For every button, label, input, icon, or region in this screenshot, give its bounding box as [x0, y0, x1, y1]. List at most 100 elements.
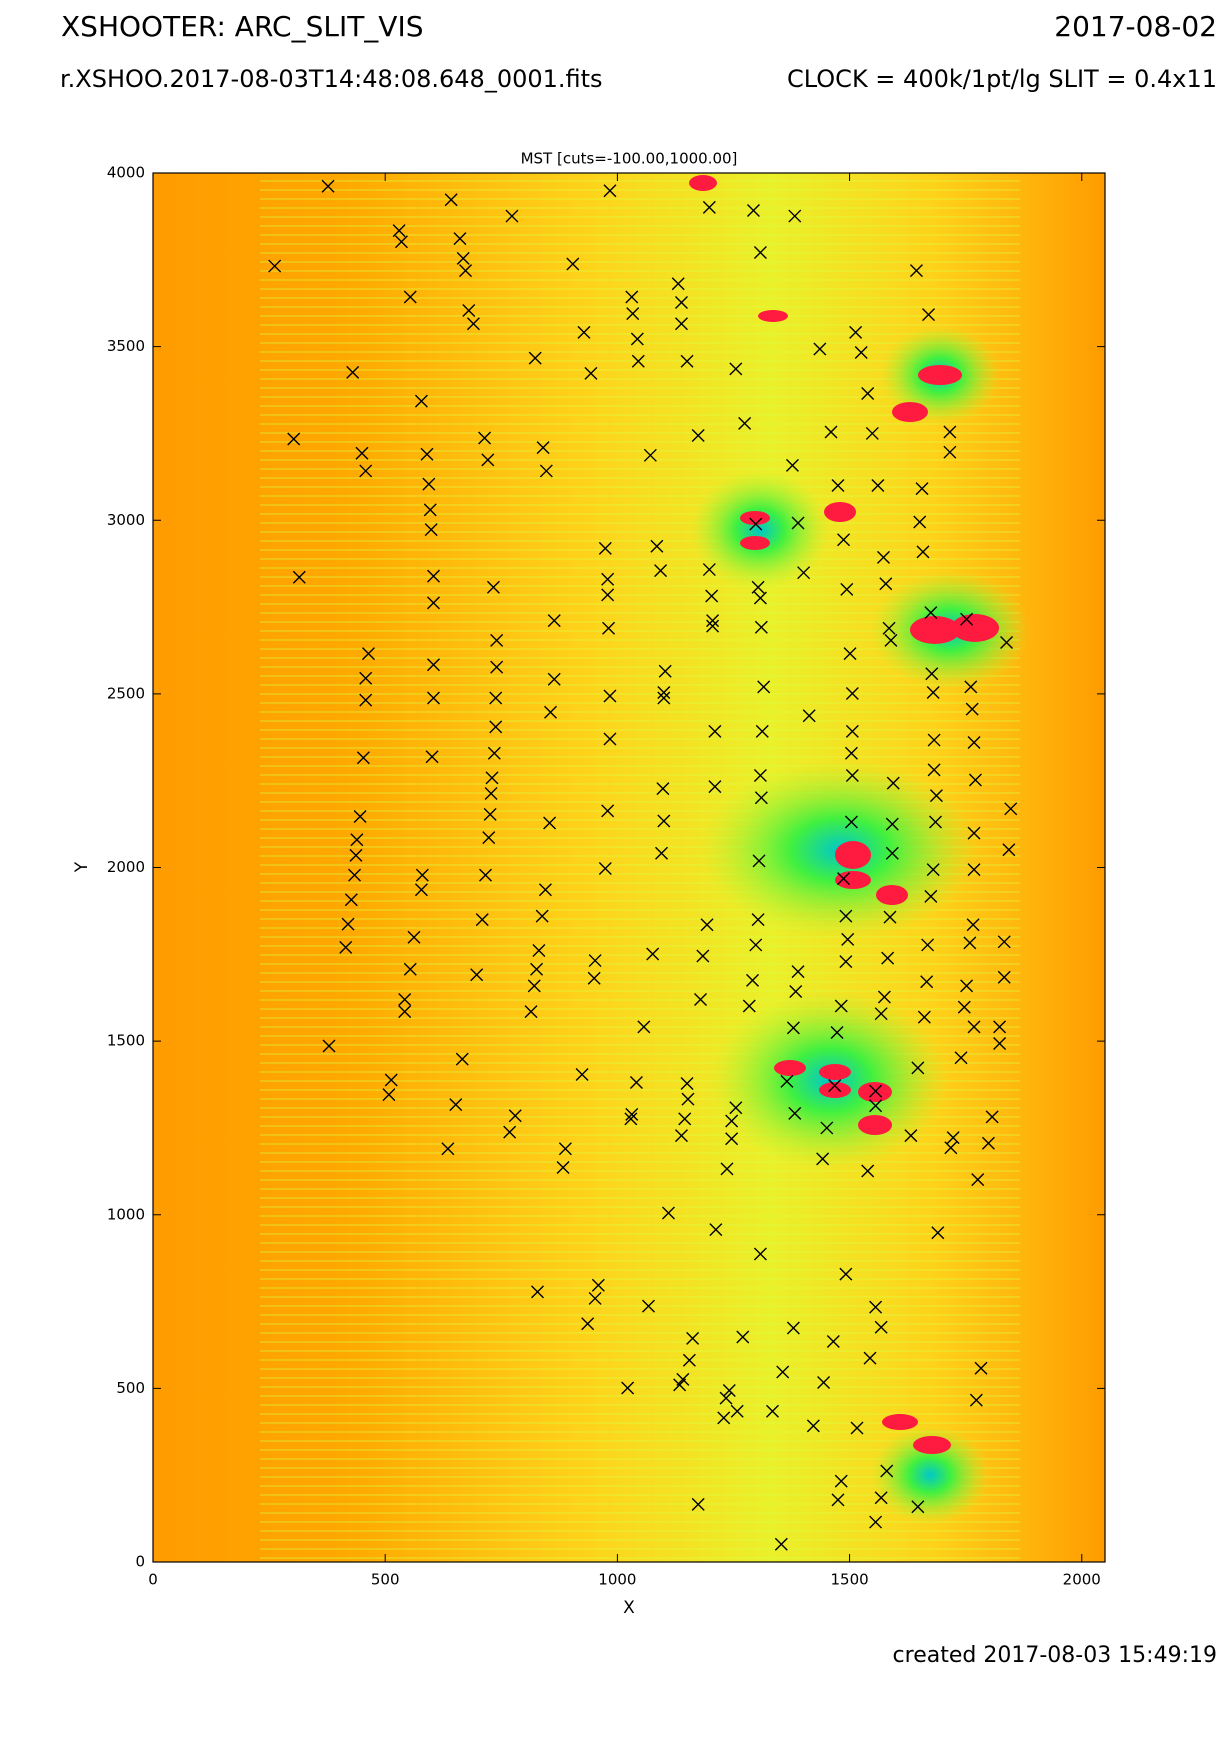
marker [625, 290, 639, 304]
marker [527, 979, 541, 993]
marker [532, 943, 546, 957]
marker [877, 990, 891, 1004]
marker [706, 619, 720, 633]
saturated-line [858, 1115, 892, 1135]
marker [484, 787, 498, 801]
marker [646, 947, 660, 961]
marker [624, 1112, 638, 1126]
marker [722, 1383, 736, 1397]
marker [398, 992, 412, 1006]
marker [780, 1074, 794, 1088]
marker [828, 1079, 842, 1093]
x-tick-label: 1500 [830, 1571, 868, 1589]
marker [341, 917, 355, 931]
marker [637, 1020, 651, 1034]
marker [911, 1061, 925, 1075]
marker [531, 1285, 545, 1299]
marker [359, 671, 373, 685]
marker [806, 1419, 820, 1433]
marker [339, 940, 353, 954]
marker [981, 1136, 995, 1150]
marker [751, 913, 765, 927]
marker [621, 1381, 635, 1395]
marker [349, 848, 363, 862]
marker [709, 1223, 723, 1237]
marker [997, 970, 1011, 984]
marker [602, 621, 616, 635]
marker [503, 1125, 517, 1139]
marker [658, 664, 672, 678]
marker [490, 660, 504, 674]
marker [882, 621, 896, 635]
marker [926, 863, 940, 877]
marker [444, 193, 458, 207]
marker [459, 264, 473, 278]
marker [566, 257, 580, 271]
marker [643, 448, 657, 462]
marker [922, 308, 936, 322]
marker [730, 1404, 744, 1418]
marker [674, 296, 688, 310]
marker [869, 1515, 883, 1529]
marker [536, 441, 550, 455]
marker [960, 612, 974, 626]
marker [886, 776, 900, 790]
marker [671, 277, 685, 291]
y-tick-label: 500 [116, 1379, 145, 1397]
marker [789, 984, 803, 998]
marker [346, 365, 360, 379]
saturated-line [819, 1064, 851, 1080]
date: 2017-08-02 [1054, 10, 1217, 43]
marker [837, 533, 851, 547]
marker [791, 516, 805, 530]
marker [830, 1025, 844, 1039]
marker [786, 1021, 800, 1035]
marker [394, 235, 408, 249]
marker [755, 724, 769, 738]
marker [287, 432, 301, 446]
marker [931, 1226, 945, 1240]
marker [680, 1076, 694, 1090]
marker [954, 1051, 968, 1065]
marker [479, 868, 492, 882]
marker [943, 425, 957, 439]
marker [603, 689, 617, 703]
marker [700, 918, 714, 932]
marker [824, 425, 838, 439]
marker [453, 232, 467, 246]
marker [916, 545, 930, 559]
marker [943, 445, 957, 459]
subtitle: r.XSHOO.2017-08-03T14:48:08.648_0001.fit… [60, 65, 603, 93]
marker [456, 251, 470, 265]
y-tick-label: 2500 [107, 684, 145, 702]
marker [625, 1107, 639, 1121]
marker [729, 362, 743, 376]
y-tick-label: 4000 [107, 164, 145, 182]
marker [993, 1037, 1007, 1051]
marker [361, 647, 375, 661]
marker [575, 1067, 589, 1081]
marker [487, 746, 501, 760]
marker [725, 1132, 739, 1146]
marker [539, 464, 553, 478]
saturated-line [913, 1436, 951, 1454]
marker [874, 1007, 888, 1021]
marker [470, 968, 484, 982]
marker [441, 1142, 455, 1156]
marker [449, 1098, 463, 1112]
marker [407, 930, 421, 944]
marker [426, 691, 440, 705]
marker [344, 893, 358, 907]
marker [974, 1361, 988, 1375]
marker [702, 200, 716, 214]
marker [356, 751, 370, 765]
image [153, 173, 1105, 1562]
marker [944, 1141, 958, 1155]
marker [702, 563, 716, 577]
x-tick-label: 500 [371, 1571, 400, 1589]
marker [691, 429, 705, 443]
marker [348, 868, 362, 882]
glow [690, 470, 830, 590]
marker [489, 691, 503, 705]
marker [530, 962, 544, 976]
